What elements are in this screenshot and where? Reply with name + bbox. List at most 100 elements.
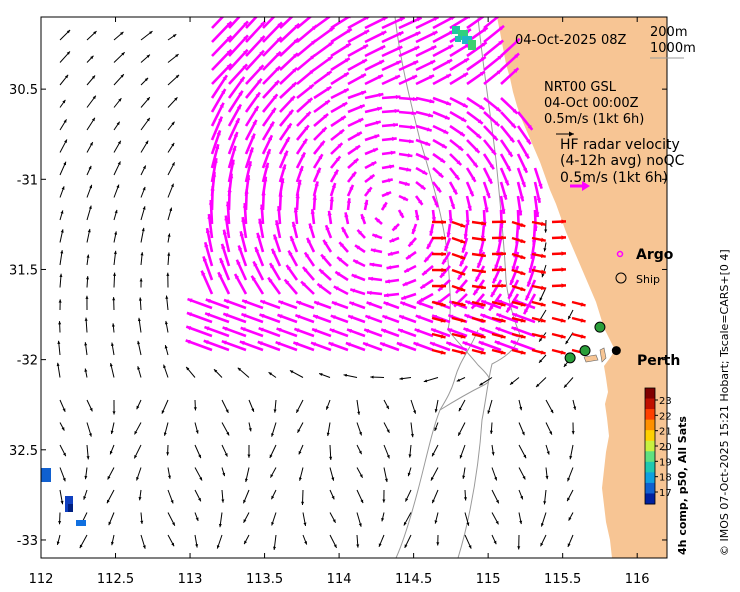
- hf-radar-arrow-head: [489, 164, 494, 170]
- model-current-arrow-head: [462, 475, 466, 479]
- hf-radar-arrow-head: [346, 198, 352, 204]
- hf-radar-arrow-head: [309, 69, 315, 75]
- hf-radar-arrow-head: [366, 290, 372, 296]
- model-current-arrow-head: [58, 321, 62, 325]
- ship-marker: [564, 352, 576, 364]
- model-current-arrow-head: [112, 272, 117, 276]
- model-current-arrow-head: [432, 452, 435, 457]
- surface-current-arrow-head: [460, 302, 466, 307]
- hf-radar-arrow-head: [216, 130, 221, 136]
- hf-radar-arrow-head: [422, 270, 428, 276]
- hf-radar-arrow-head: [494, 121, 500, 126]
- hf-radar-arrow-head: [272, 94, 278, 100]
- surface-current-arrow-head: [481, 285, 486, 290]
- hf-radar-arrow-head: [333, 169, 338, 175]
- hf-radar-arrow-head: [408, 139, 414, 144]
- model-current-arrow-head: [170, 183, 174, 188]
- x-tick-label: 115: [476, 572, 501, 587]
- hf-radar-arrow-head: [312, 328, 318, 333]
- colorbar-segment: [645, 440, 655, 452]
- ship-legend-label: Ship: [636, 273, 660, 286]
- hf-radar-arrow-head: [351, 171, 356, 177]
- hf-radar-arrow-head: [489, 305, 494, 311]
- hf-radar-arrow-head: [366, 301, 372, 306]
- hf-radar-arrow-head: [371, 161, 377, 167]
- hf-radar-arrow-head: [422, 170, 428, 175]
- hf-radar-arrow: [211, 34, 233, 57]
- isobath-1000m: [394, 17, 490, 558]
- model-current-arrow-head: [540, 542, 544, 547]
- model-current-arrow-head: [90, 55, 94, 60]
- surface-current-arrow-head: [480, 334, 486, 339]
- model-current-arrow-head: [549, 431, 552, 435]
- hf-radar-arrow-head: [235, 274, 240, 280]
- hf-radar-arrow-head: [420, 283, 426, 289]
- model-current-arrow-head: [381, 517, 385, 522]
- surface-current-arrow-head: [520, 254, 526, 259]
- hf-radar-arrow-head: [361, 59, 367, 64]
- hf-radar-arrow-head: [399, 212, 404, 218]
- surface-current-arrow-head: [441, 267, 446, 273]
- model-current-arrow-head: [62, 408, 66, 412]
- sst-colorbar-ticks: 23 22 21 20 19 18 17: [655, 396, 672, 499]
- model-current-arrow-head: [468, 545, 472, 549]
- hf-radar-arrow-head: [285, 137, 290, 143]
- model-current-arrow-head: [60, 210, 64, 214]
- model-current-arrow-head: [237, 367, 242, 371]
- model-current-arrow-head: [140, 520, 144, 524]
- hf-radar-arrow-head: [412, 75, 418, 80]
- hf-radar-arrow-head: [492, 278, 497, 284]
- model-current-arrow-head: [573, 406, 577, 410]
- hf-radar-arrow-head: [477, 119, 483, 124]
- hf-radar-arrow-head: [340, 116, 346, 121]
- model-current-arrow-head: [563, 363, 568, 367]
- argo-legend-label: Argo: [636, 247, 674, 263]
- hf-radar-arrow-head: [424, 257, 430, 262]
- hf-radar-arrow-head: [511, 326, 517, 332]
- hf-radar-arrow: [228, 20, 249, 43]
- model-current-arrow-head: [84, 342, 88, 346]
- model-current-arrow-head: [539, 338, 543, 342]
- x-tick-label: 113.5: [246, 572, 283, 587]
- hf-radar-arrow-head: [280, 178, 285, 184]
- hf-radar-arrow-head: [319, 269, 325, 274]
- hf-radar-arrow-head: [404, 267, 410, 272]
- model-current-arrow-head: [495, 499, 499, 504]
- hf-radar-arrow-head: [413, 61, 419, 66]
- colorbar-segment: [645, 419, 655, 431]
- hf-radar-arrow-head: [365, 17, 370, 20]
- hf-radar-arrow-head: [242, 203, 248, 208]
- hf-radar-arrow-head: [462, 73, 468, 78]
- hf-radar-arrow-head: [243, 21, 248, 27]
- hf-radar-arrow-head: [277, 314, 283, 319]
- model-current-arrow-head: [93, 31, 97, 35]
- hf-radar-arrow-head: [327, 56, 333, 62]
- model-current-arrow-head: [226, 432, 230, 436]
- hf-radar-arrow-head: [380, 342, 386, 347]
- hf-radar-arrow-head: [350, 288, 356, 293]
- hf-radar-arrow-head: [442, 259, 447, 265]
- hf-radar-arrow-head: [249, 147, 254, 153]
- hf-radar-arrow-head: [332, 17, 333, 18]
- model-current-arrow-head: [343, 373, 347, 377]
- hf-radar-arrow-head: [327, 210, 332, 216]
- hf-radar-arrow-head: [226, 35, 232, 41]
- surface-current-arrow-head: [540, 285, 546, 290]
- hf-radar-arrow-head: [441, 143, 447, 148]
- hf-radar-arrow-head: [494, 264, 499, 270]
- hf-radar-arrow-head: [385, 279, 390, 284]
- hf-radar-arrow-head: [381, 329, 387, 334]
- sst-patch-southwest: [41, 468, 86, 526]
- hf-radar-arrow-head: [416, 17, 422, 22]
- hf-radar-arrow-head: [345, 342, 351, 347]
- hf-radar-arrow-head: [452, 189, 457, 195]
- rottnest-island: [583, 354, 599, 363]
- hf-radar-arrow-head: [261, 190, 266, 196]
- hf-radar-arrow-head: [343, 89, 349, 94]
- hf-radar-arrow-head: [459, 131, 465, 136]
- model-current-arrow-head: [137, 317, 141, 322]
- model-current-arrow-head: [61, 427, 65, 431]
- model-current-arrow-head: [136, 405, 140, 410]
- hf-radar-arrow-head: [454, 174, 460, 180]
